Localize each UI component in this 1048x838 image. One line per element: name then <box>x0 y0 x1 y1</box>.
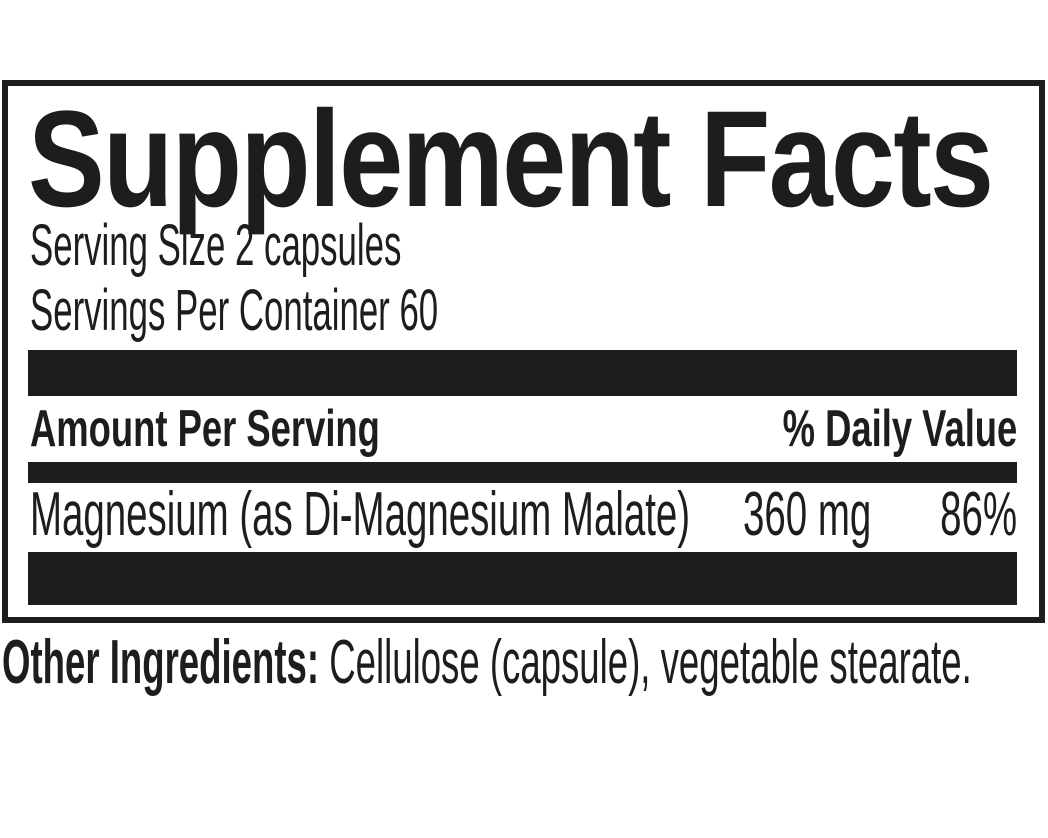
percent-daily-value-header: % Daily Value <box>782 400 1017 458</box>
serving-size-line: Serving Size 2 capsules <box>30 213 402 278</box>
nutrient-daily-value: 86% <box>940 480 1017 549</box>
separator-bar-thin <box>28 462 1017 483</box>
nutrient-amount: 360 mg <box>743 480 872 549</box>
other-ingredients-line: Other Ingredients: Cellulose (capsule), … <box>2 632 972 694</box>
servings-per-container-line: Servings Per Container 60 <box>30 278 439 343</box>
supplement-facts-panel: Supplement Facts Serving Size 2 capsules… <box>2 80 1045 623</box>
supplement-facts-panel-inner: Supplement Facts Serving Size 2 capsules… <box>8 86 1039 617</box>
panel-title: Supplement Facts <box>28 83 994 236</box>
other-ingredients-label: Other Ingredients: <box>2 628 320 697</box>
separator-bar-thick-bottom <box>28 552 1017 605</box>
separator-bar-thick-top <box>28 350 1017 396</box>
nutrient-name: Magnesium (as Di-Magnesium Malate) <box>30 480 691 549</box>
other-ingredients-text: Cellulose (capsule), vegetable stearate. <box>319 628 972 697</box>
amount-per-serving-header: Amount Per Serving <box>30 400 380 458</box>
